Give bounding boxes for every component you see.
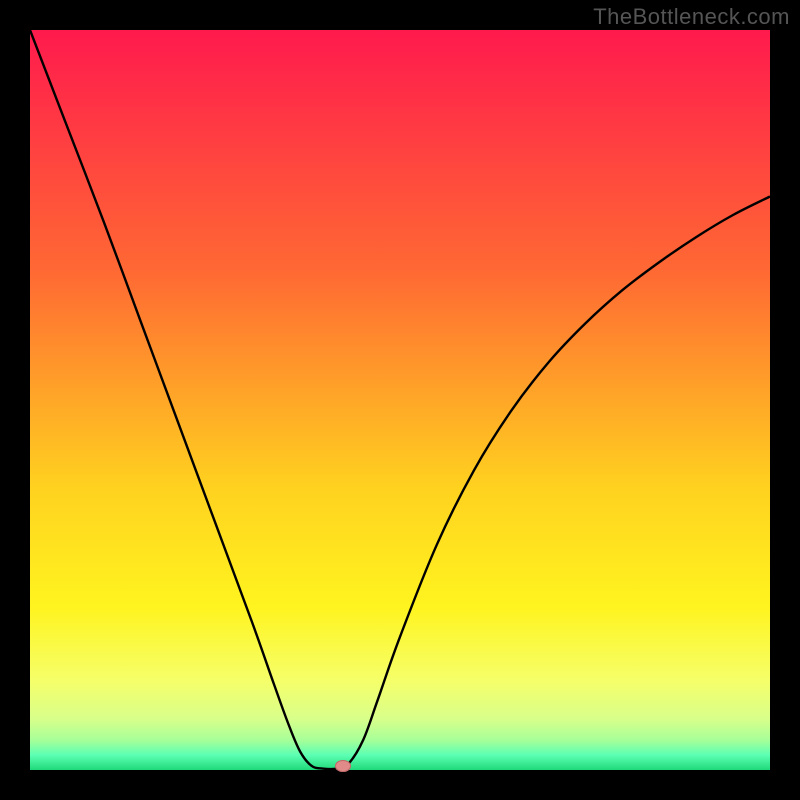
- curve-path: [30, 30, 770, 769]
- plot-area: [30, 30, 770, 770]
- watermark-text: TheBottleneck.com: [593, 4, 790, 30]
- bottleneck-curve: [30, 30, 770, 770]
- chart-container: TheBottleneck.com: [0, 0, 800, 800]
- optimal-point-marker: [335, 760, 351, 772]
